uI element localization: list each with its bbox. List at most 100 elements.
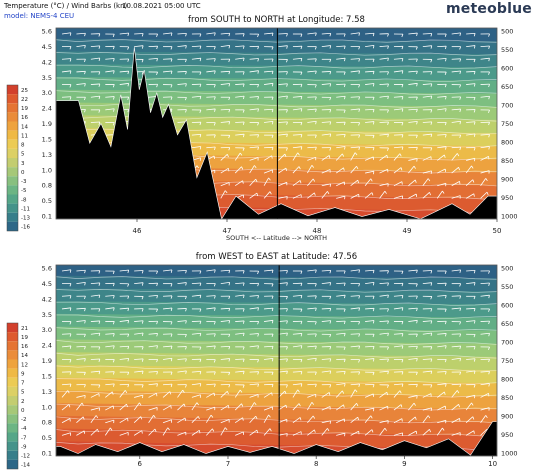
legend-swatch <box>7 332 18 342</box>
wind-barb-flag <box>329 358 332 362</box>
wind-barb-flag <box>430 83 433 87</box>
wind-barb-flag <box>185 384 187 388</box>
wind-barb-flag <box>199 146 202 150</box>
legend-swatch <box>7 94 18 104</box>
wind-barb-flag <box>430 384 433 388</box>
wind-barb <box>393 345 403 348</box>
wind-barb <box>408 158 418 161</box>
wind-barb-flag <box>488 71 490 75</box>
wind-barb <box>365 281 375 285</box>
wind-barb-flag <box>198 430 201 434</box>
wind-barb <box>119 345 129 348</box>
wind-barb-flag <box>401 96 404 100</box>
wind-barb-flag <box>286 83 288 87</box>
x-tick-label: 6 <box>138 460 143 468</box>
wind-barb <box>437 383 447 386</box>
wind-barb-flag <box>83 97 86 101</box>
legend-value: 22 <box>21 97 28 103</box>
wind-barb-flag <box>315 32 317 36</box>
wind-barb-flag <box>112 359 115 363</box>
wind-barb-flag <box>286 95 288 99</box>
wind-barb-flag <box>473 320 476 324</box>
wind-barb <box>393 390 401 398</box>
wind-barb-flag <box>257 345 259 349</box>
wind-barb-flag <box>488 122 490 126</box>
wind-barb-flag <box>358 146 361 150</box>
wind-barb-flag <box>228 384 231 388</box>
wind-barb-flag <box>444 283 447 287</box>
wind-barb-flag <box>228 334 231 338</box>
wind-barb-flag <box>124 390 128 394</box>
wind-barb-flag <box>399 153 402 157</box>
wind-barb <box>278 418 287 424</box>
wind-barb-flag <box>127 109 130 113</box>
x-axis-label: SOUTH <-- Latitude --> NORTH <box>226 234 327 242</box>
wind-barb <box>249 402 255 411</box>
wind-barb-flag <box>141 346 144 350</box>
wind-barb <box>393 295 403 297</box>
wind-barb-flag <box>214 70 216 74</box>
wind-barb-flag <box>199 308 202 312</box>
pressure-tick-label: 800 <box>501 376 513 384</box>
wind-barb-flag <box>286 384 288 388</box>
pressure-tick-label: 1000 <box>501 450 518 458</box>
wind-barb-flag <box>226 391 229 395</box>
wind-barb-flag <box>213 46 216 50</box>
wind-barb-flag <box>401 46 404 50</box>
wind-barb <box>177 389 184 398</box>
altitude-tick-label: 1.3 <box>42 151 52 159</box>
wind-barb-flag <box>358 122 361 126</box>
wind-barb <box>191 402 198 411</box>
wind-barb-flag <box>488 270 490 274</box>
wind-barb-flag <box>459 358 462 362</box>
wind-barb-flag <box>416 83 418 87</box>
altitude-tick-label: 1.3 <box>42 388 52 396</box>
wind-barb-flag <box>401 307 404 311</box>
wind-barb-flag <box>315 70 317 74</box>
legend-value: 5 <box>21 390 25 396</box>
wind-barb-flag <box>444 270 447 274</box>
wind-barb-flag <box>141 270 144 274</box>
wind-barb-flag <box>286 270 288 274</box>
wind-barb-flag <box>199 134 202 138</box>
wind-barb <box>336 45 346 48</box>
wind-barb-flag <box>257 122 260 126</box>
wind-barb-flag <box>315 147 317 151</box>
wind-barb-flag <box>430 95 433 99</box>
wind-barb <box>350 70 360 73</box>
wind-barb-flag <box>488 371 490 375</box>
wind-barb-flag <box>329 59 332 63</box>
wind-barb-flag <box>67 390 70 394</box>
wind-barb-flag <box>257 34 260 38</box>
wind-barb-flag <box>372 121 375 125</box>
wind-barb-flag <box>199 295 202 299</box>
wind-barb-flag <box>401 371 404 375</box>
wind-barb-flag <box>386 155 388 159</box>
wind-barb-flag <box>343 167 345 171</box>
wind-barb <box>235 95 245 98</box>
legend-swatch <box>7 377 18 387</box>
wind-barb-flag <box>413 165 416 169</box>
wind-barb <box>148 57 158 60</box>
wind-barb <box>76 416 84 424</box>
wind-barb-flag <box>141 59 144 63</box>
wind-barb-flag <box>298 166 301 170</box>
wind-barb <box>350 383 360 386</box>
x-tick-label: 9 <box>402 460 406 468</box>
wind-barb <box>393 181 403 187</box>
wind-barb-flag <box>242 71 245 75</box>
wind-barb-flag <box>427 415 431 419</box>
wind-barb-flag <box>358 359 361 363</box>
wind-barb-flag <box>444 71 447 76</box>
altitude-tick-label: 3.0 <box>42 89 52 97</box>
wind-barb <box>220 182 230 187</box>
wind-barb <box>264 307 274 310</box>
temperature-band <box>56 38 497 55</box>
wind-barb-flag <box>286 133 288 138</box>
wind-barb-flag <box>156 283 158 287</box>
wind-barb <box>90 393 100 398</box>
wind-barb <box>466 133 476 136</box>
wind-barb <box>162 345 173 348</box>
isotherm-line <box>56 365 497 372</box>
wind-barb-flag <box>126 404 128 408</box>
